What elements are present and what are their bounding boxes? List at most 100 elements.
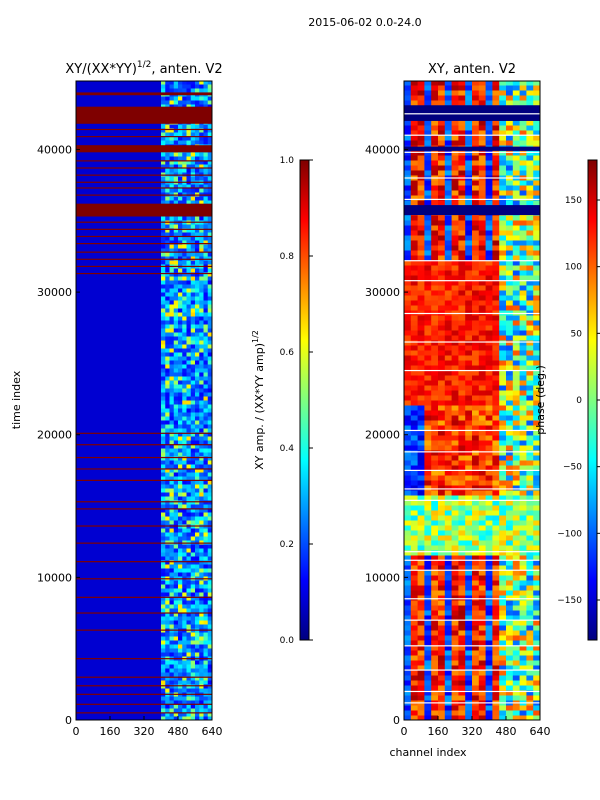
amplitude-cell [190, 460, 196, 465]
amplitude-title: XY/(XX*YY)1/2, anten. V2 [65, 60, 222, 77]
amplitude-cell [195, 316, 200, 321]
amplitude-cell [165, 704, 170, 709]
phase-cell [499, 395, 507, 401]
phase-cell [506, 480, 514, 486]
amplitude-cell [173, 472, 179, 477]
phase-cell [526, 705, 534, 711]
phase-cell [506, 490, 514, 496]
phase-cell [472, 695, 480, 701]
phase-cell [451, 355, 459, 361]
phase-cell [451, 340, 459, 346]
amplitude-cell [182, 308, 187, 313]
amplitude-cell [161, 572, 166, 577]
amplitude-cell [182, 84, 187, 89]
phase-cell [431, 375, 439, 381]
phase-ytick-label: 10000 [365, 571, 400, 584]
amplitude-cell [190, 184, 196, 189]
phase-cell [451, 595, 459, 601]
amplitude-cell [190, 484, 196, 489]
phase-cell [492, 165, 500, 171]
amplitude-cell [207, 228, 212, 233]
amplitude-cell [169, 172, 175, 177]
phase-cell [424, 190, 432, 196]
amplitude-cell [199, 228, 204, 233]
phase-cell [512, 605, 521, 611]
phase-cell [465, 270, 473, 276]
amplitude-cell [195, 608, 200, 613]
amplitude-cell [165, 216, 170, 221]
amplitude-cell [182, 492, 187, 497]
amplitude-cell [199, 544, 204, 549]
amplitude-cell [161, 316, 166, 321]
phase-cell [451, 480, 459, 486]
phase-cell [519, 260, 527, 266]
phase-cell [431, 195, 439, 201]
phase-cell [512, 600, 521, 606]
phase-cell [465, 335, 473, 341]
phase-cell [533, 440, 540, 446]
amplitude-cell [165, 444, 170, 449]
phase-cell [499, 635, 507, 641]
phase-cell [512, 155, 521, 161]
amplitude-cell [169, 616, 175, 621]
amplitude-cell [199, 452, 204, 457]
phase-cell [492, 265, 500, 271]
amplitude-cell [182, 408, 187, 413]
amplitude-cell [207, 428, 212, 433]
phase-cell [438, 90, 446, 96]
phase-cell [404, 465, 412, 471]
amplitude-cell [173, 196, 179, 201]
phase-cell [444, 605, 453, 611]
phase-cell [506, 345, 514, 351]
amplitude-cell [182, 596, 187, 601]
amplitude-colorbar: 0.00.20.40.60.81.0 XY amp. / (XX*YY amp)… [251, 156, 313, 646]
amplitude-cell [203, 228, 209, 233]
phase-cell [458, 165, 466, 171]
amplitude-cell [161, 428, 166, 433]
amplitude-cell [199, 332, 204, 337]
phase-cell [526, 575, 534, 581]
phase-cell [431, 445, 439, 451]
phase-cell [519, 300, 527, 306]
phase-cell [465, 340, 473, 346]
phase-cell [519, 565, 527, 571]
phase-cell [458, 640, 466, 646]
amplitude-cell [199, 712, 204, 717]
phase-cell [458, 505, 466, 511]
phase-cell [458, 605, 466, 611]
amplitude-cell [182, 164, 187, 169]
phase-cell [506, 585, 514, 591]
amplitude-cell [199, 248, 204, 253]
phase-cell [506, 375, 514, 381]
amplitude-cell [165, 508, 170, 513]
amplitude-cell [203, 564, 209, 569]
phase-cell [438, 325, 446, 331]
amplitude-cell [182, 496, 187, 501]
amplitude-cell [165, 668, 170, 673]
phase-cell [492, 515, 500, 521]
phase-cell [410, 645, 419, 651]
amplitude-cell [186, 460, 192, 465]
phase-cell [519, 380, 527, 386]
phase-cell [519, 665, 527, 671]
phase-cell [417, 85, 425, 91]
amplitude-cell [178, 688, 183, 693]
amplitude-cell [161, 168, 166, 173]
phase-cell [438, 335, 446, 341]
phase-cell [444, 365, 453, 371]
amplitude-cell [169, 564, 175, 569]
phase-cell [410, 120, 419, 126]
phase-cell [526, 135, 534, 141]
phase-cell [404, 485, 412, 491]
phase-cell [499, 235, 507, 241]
amplitude-cell [178, 328, 183, 333]
amplitude-title-main: XY/(XX*YY) [65, 62, 137, 77]
phase-cell [417, 300, 425, 306]
phase-cell [485, 640, 493, 646]
phase-cell [438, 640, 446, 646]
phase-cell [499, 335, 507, 341]
phase-cell [519, 135, 527, 141]
amplitude-cell [161, 708, 166, 713]
phase-cell [485, 120, 493, 126]
amplitude-cell [161, 440, 166, 445]
